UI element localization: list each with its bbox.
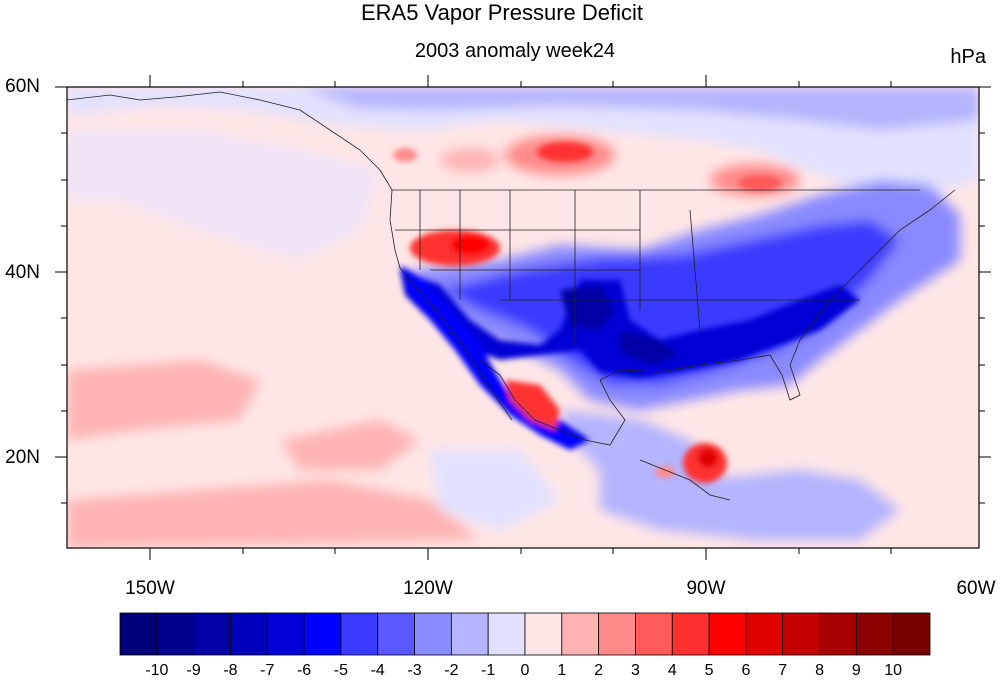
colorbar-tick-label: 3 [631,662,640,679]
colorbar-swatch [745,612,784,656]
colorbar-tick-label: 7 [778,662,788,679]
lon-label-150w: 150W [125,578,175,599]
lat-label-20n: 20N [5,447,40,468]
lon-label-60w: 60W [956,578,996,599]
anomaly-field [67,87,979,548]
chart-title: ERA5 Vapor Pressure Deficit [360,0,644,25]
colorbar-tick-label: -2 [444,662,459,679]
colorbar-tick-label: -1 [481,662,496,679]
colorbar-tick-label: -3 [407,662,422,679]
colorbar-tick-label: -6 [296,662,312,679]
colorbar-swatch [524,612,563,656]
colorbar-tick-label: 2 [594,662,604,679]
colorbar-swatch [782,612,820,656]
colorbar-swatch [156,612,195,656]
colorbar-swatch [450,612,489,656]
colorbar-swatch [819,612,857,656]
axis-ticks [55,75,991,560]
colorbar-tick-label: 1 [557,662,567,679]
colorbar-swatch [561,612,600,656]
colorbar-tick-label: -8 [223,662,238,679]
chart-subtitle: 2003 anomaly week24 [414,40,616,62]
colorbar-swatch [855,612,894,656]
lon-label-90w: 90W [686,578,726,599]
colorbar-swatch [303,612,342,656]
colorbar-tick-label: 0 [520,662,530,679]
colorbar-swatch [671,612,710,656]
colorbar-swatch [487,612,526,656]
lat-label-60n: 60N [5,76,40,97]
colorbar-tick-label: 5 [704,662,714,679]
lat-label-40n: 40N [5,262,40,283]
colorbar-tick-label: -4 [370,662,385,679]
colorbar-tick-label: -9 [186,662,201,679]
colorbar-swatch [377,612,415,656]
colorbar-swatch [892,612,931,656]
colorbar-swatch [340,612,379,656]
coastlines [67,91,956,501]
colorbar-swatch [598,612,636,656]
colorbar-swatch [119,612,158,656]
lon-label-120w: 120W [403,578,453,599]
colorbar [119,612,931,656]
colorbar-swatch [635,612,673,656]
colorbar-swatch [193,612,231,656]
colorbar-swatch [266,612,305,656]
colorbar-tick-label: -10 [145,662,169,679]
colorbar-tick-label: 8 [815,662,824,679]
colorbar-swatch [414,612,452,656]
colorbar-tick-label: 10 [884,662,903,679]
colorbar-tick-label: 6 [741,662,751,679]
colorbar-tick-label: -5 [333,662,349,679]
colorbar-swatch [708,612,747,656]
colorbar-tick-label: 9 [851,662,861,679]
colorbar-tick-label: -7 [260,662,275,679]
colorbar-swatch [230,612,268,656]
colorbar-tick-label: 4 [667,662,677,679]
units-label: hPa [950,46,986,68]
